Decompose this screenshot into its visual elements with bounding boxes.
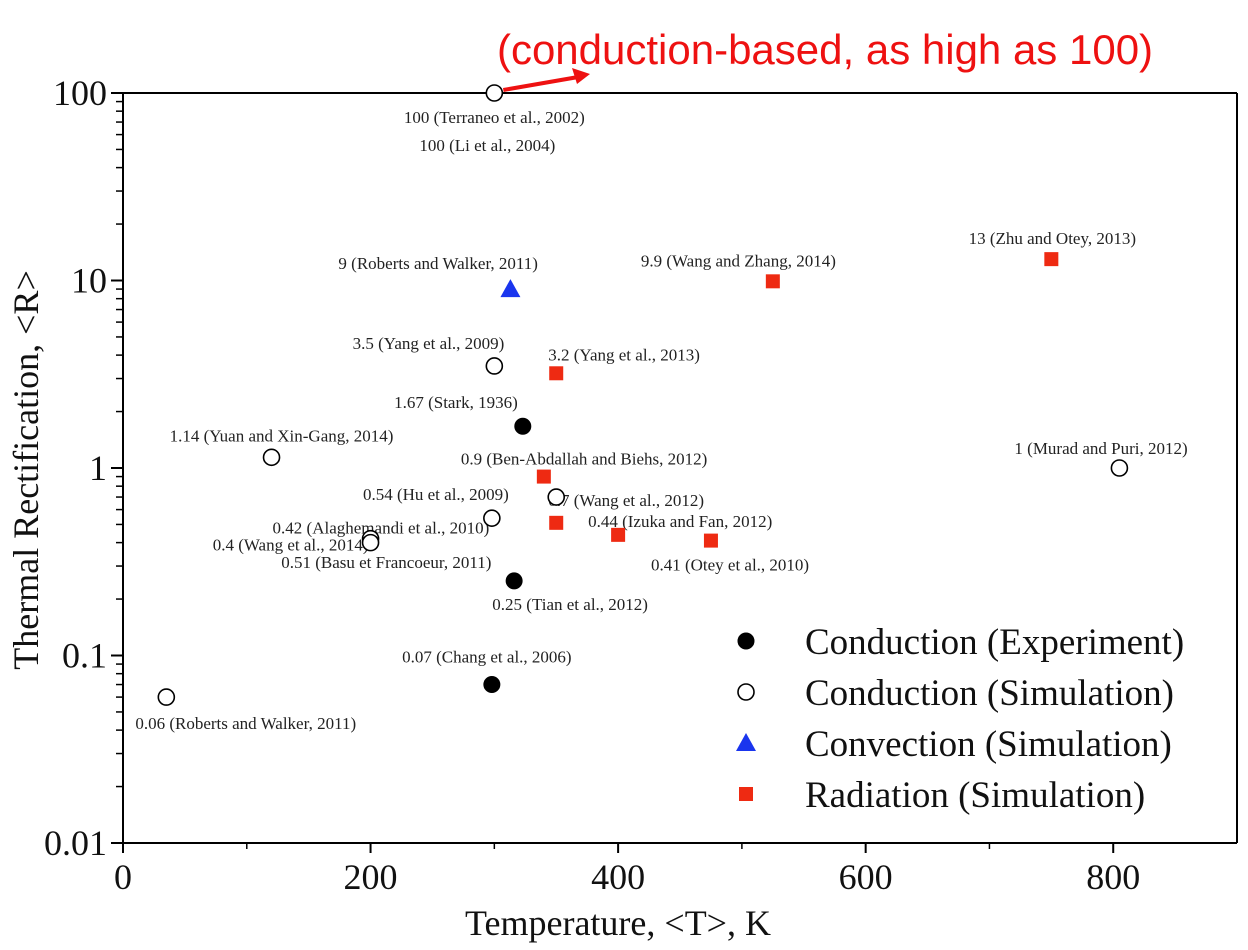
data-label: 0.41 (Otey et al., 2010) xyxy=(651,556,809,575)
data-point xyxy=(703,533,718,548)
point-labels: 1.67 (Stark, 1936) 0.25 (Tian et al., 201… xyxy=(135,108,1187,733)
data-label: 9.9 (Wang and Zhang, 2014) xyxy=(641,251,836,270)
legend-label: Convection (Simulation) xyxy=(805,724,1172,765)
data-label: 1.67 (Stark, 1936) xyxy=(394,393,518,412)
annotation-arrow-head xyxy=(572,68,590,84)
data-label: 0.44 (Izuka and Fan, 2012) xyxy=(588,512,772,531)
data-point xyxy=(611,527,626,542)
legend-marker xyxy=(737,632,755,650)
y-axis-label: Thermal Rectification, <R> xyxy=(6,270,46,669)
data-point xyxy=(1044,252,1059,267)
annotation-arrow-line xyxy=(502,74,585,92)
data-point xyxy=(361,533,380,552)
data-label: 0.06 (Roberts and Walker, 2011) xyxy=(135,714,356,733)
y-tick-label: 0.01 xyxy=(44,823,107,863)
legend-label: Conduction (Simulation) xyxy=(805,673,1174,714)
data-label: 100 (Li et al., 2004) xyxy=(419,136,555,155)
data-point xyxy=(536,469,551,484)
data-label: 1.14 (Yuan and Xin-Gang, 2014) xyxy=(170,426,394,445)
data-label: 0.7 (Wang et al., 2012) xyxy=(548,491,704,510)
data-label: 0.51 (Basu et Francoeur, 2011) xyxy=(281,553,491,572)
annotation: (conduction-based, as high as 100) xyxy=(497,26,1153,92)
legend-marker xyxy=(739,787,753,801)
data-label: 100 (Terraneo et al., 2002) xyxy=(404,108,585,127)
axis-ticks xyxy=(111,92,1115,853)
data-point xyxy=(262,448,281,467)
legend: Conduction (Experiment) Conduction (Simul… xyxy=(736,622,1184,816)
data-point xyxy=(549,366,564,381)
x-tick-label: 800 xyxy=(1086,857,1140,897)
x-tick-label: 400 xyxy=(591,857,645,897)
y-tick-label: 10 xyxy=(71,261,107,301)
data-point xyxy=(765,274,780,289)
data-point xyxy=(485,357,504,375)
x-axis-label: Temperature, <T>, K xyxy=(465,903,771,943)
y-tick-label: 1 xyxy=(89,448,107,488)
data-label: 0.42 (Alaghemandi et al., 2010) xyxy=(273,519,490,538)
axis-tick-labels: 0 200 400 600 800 0.01 0.1 1 10 100 xyxy=(44,73,1140,897)
data-label: 13 (Zhu and Otey, 2013) xyxy=(969,229,1136,248)
data-label: 3.5 (Yang et al., 2009) xyxy=(353,334,505,353)
data-point xyxy=(514,417,532,435)
data-point xyxy=(500,279,521,298)
legend-label: Conduction (Experiment) xyxy=(805,622,1184,663)
data-label: 0.4 (Wang et al., 2014) xyxy=(213,536,369,555)
x-tick-label: 200 xyxy=(344,857,398,897)
data-markers xyxy=(157,84,1129,706)
data-point xyxy=(547,488,566,506)
data-point xyxy=(549,515,564,530)
data-point xyxy=(1110,459,1129,477)
data-point xyxy=(157,688,176,706)
y-tick-label: 0.1 xyxy=(62,636,107,676)
data-label: 1 (Murad and Puri, 2012) xyxy=(1014,439,1187,458)
data-label: 9 (Roberts and Walker, 2011) xyxy=(338,254,538,273)
y-tick-label: 100 xyxy=(53,73,107,113)
legend-label: Radiation (Simulation) xyxy=(805,775,1145,816)
data-point xyxy=(483,509,501,527)
data-point xyxy=(483,676,501,694)
data-point xyxy=(505,572,523,590)
data-label: 0.9 (Ben-Abdallah and Biehs, 2012) xyxy=(461,450,707,469)
data-label: 0.54 (Hu et al., 2009) xyxy=(363,485,509,504)
data-label: 3.2 (Yang et al., 2013) xyxy=(548,345,700,364)
x-tick-label: 0 xyxy=(114,857,132,897)
legend-marker xyxy=(737,683,755,701)
x-tick-label: 600 xyxy=(839,857,893,897)
data-label: 0.25 (Tian et al., 2012) xyxy=(492,595,648,614)
legend-marker xyxy=(736,733,756,751)
annotation-text: (conduction-based, as high as 100) xyxy=(497,26,1153,73)
data-point xyxy=(485,84,504,102)
data-label: 0.07 (Chang et al., 2006) xyxy=(402,648,572,667)
